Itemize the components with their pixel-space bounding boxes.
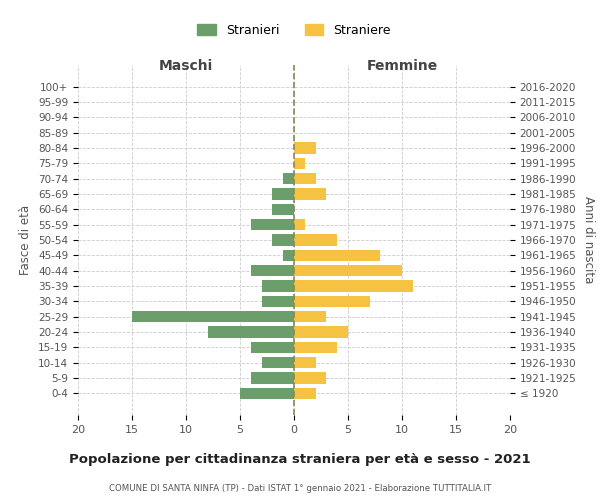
Bar [294,342,337,353]
Bar [132,311,294,322]
Bar [262,357,294,368]
Bar [294,265,402,276]
Bar [272,234,294,246]
Text: Femmine: Femmine [367,59,437,73]
Bar [251,372,294,384]
Bar [294,234,337,246]
Bar [240,388,294,399]
Text: COMUNE DI SANTA NINFA (TP) - Dati ISTAT 1° gennaio 2021 - Elaborazione TUTTITALI: COMUNE DI SANTA NINFA (TP) - Dati ISTAT … [109,484,491,493]
Bar [294,311,326,322]
Bar [208,326,294,338]
Bar [294,250,380,261]
Bar [272,204,294,215]
Text: Maschi: Maschi [159,59,213,73]
Bar [251,342,294,353]
Bar [294,296,370,307]
Bar [294,188,326,200]
Bar [294,219,305,230]
Bar [294,158,305,169]
Bar [283,173,294,184]
Bar [294,280,413,292]
Bar [262,296,294,307]
Legend: Stranieri, Straniere: Stranieri, Straniere [192,19,396,42]
Y-axis label: Fasce di età: Fasce di età [19,205,32,275]
Bar [294,372,326,384]
Bar [294,357,316,368]
Bar [294,388,316,399]
Bar [251,265,294,276]
Bar [294,173,316,184]
Y-axis label: Anni di nascita: Anni di nascita [582,196,595,284]
Bar [251,219,294,230]
Bar [294,326,348,338]
Bar [283,250,294,261]
Bar [294,142,316,154]
Text: Popolazione per cittadinanza straniera per età e sesso - 2021: Popolazione per cittadinanza straniera p… [69,452,531,466]
Bar [272,188,294,200]
Bar [262,280,294,292]
